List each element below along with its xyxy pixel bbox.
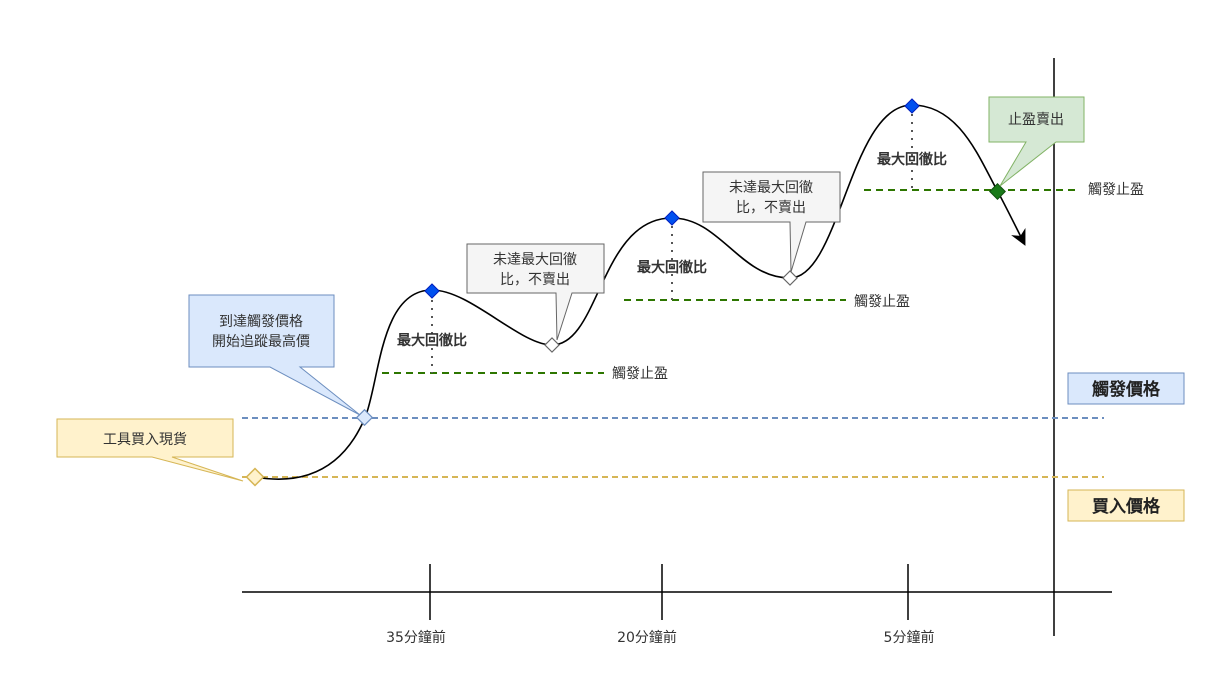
callout-not-reached-2-line2: 比，不賣出 <box>736 200 806 216</box>
buy-point-marker <box>245 467 265 487</box>
tp-label-1: 觸發止盈 <box>612 366 668 382</box>
max-retrace-label-1: 最大回徹比 <box>397 332 467 349</box>
callout-not-reached-2-line1: 未達最大回徹 <box>729 180 813 196</box>
buy-price-label-box: 買入價格 <box>1067 489 1185 522</box>
callout-trigger-line1: 到達觸發價格 <box>219 313 303 330</box>
callout-not-reached-1-line2: 比，不賣出 <box>500 272 570 288</box>
callout-not-reached-1: 未達最大回徹 比，不賣出 <box>466 243 605 341</box>
trigger-point-marker <box>355 408 374 427</box>
sell-point-marker <box>989 183 1006 200</box>
peak-marker-2 <box>664 210 680 226</box>
callout-buy-text: 工具買入現貨 <box>103 431 187 448</box>
trigger-price-label-box: 觸發價格 <box>1067 372 1185 405</box>
max-retrace-label-2: 最大回徹比 <box>637 259 707 276</box>
peak-marker-3 <box>904 98 920 114</box>
callout-buy: 工具買入現貨 <box>56 418 244 482</box>
callout-trigger: 到達觸發價格 開始追蹤最高價 <box>188 294 361 416</box>
tick-label-35: 35分鐘前 <box>386 629 446 646</box>
callout-sell: 止盈賣出 <box>988 96 1085 187</box>
max-retrace-label-3: 最大回徹比 <box>877 151 947 168</box>
peak-marker-1 <box>424 283 440 299</box>
tick-label-20: 20分鐘前 <box>617 629 677 646</box>
price-curve <box>254 104 1026 480</box>
trough-marker-2 <box>782 270 798 286</box>
trough-marker-1 <box>544 337 560 353</box>
tick-label-5: 5分鐘前 <box>884 629 935 646</box>
callout-not-reached-2: 未達最大回徹 比，不賣出 <box>702 171 841 273</box>
callout-sell-text: 止盈賣出 <box>1008 112 1064 128</box>
trigger-price-label: 觸發價格 <box>1092 379 1161 400</box>
tp-label-3: 觸發止盈 <box>1088 182 1144 198</box>
callout-trigger-line2: 開始追蹤最高價 <box>212 333 310 350</box>
callout-not-reached-1-line1: 未達最大回徹 <box>493 252 577 268</box>
tp-label-2: 觸發止盈 <box>854 294 910 310</box>
buy-price-label: 買入價格 <box>1092 496 1161 517</box>
